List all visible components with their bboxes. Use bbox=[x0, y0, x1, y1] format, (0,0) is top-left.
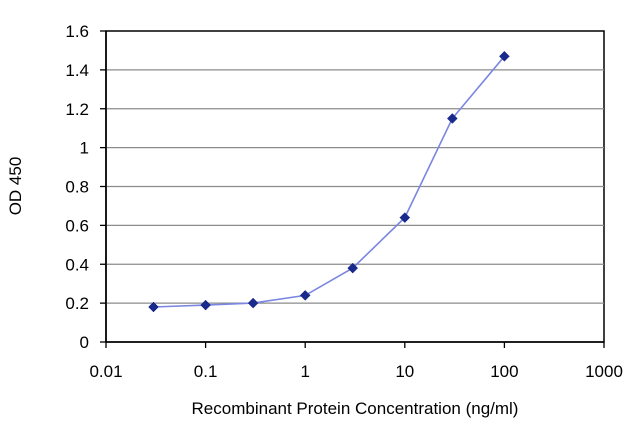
series-layer bbox=[148, 50, 510, 313]
series-line-0 bbox=[153, 55, 506, 308]
data-point-0 bbox=[148, 301, 159, 313]
y-tick-label-2: 0.4 bbox=[65, 255, 89, 274]
y-axis-title: OD 450 bbox=[6, 157, 25, 216]
data-point-2 bbox=[247, 297, 259, 309]
x-tick-label-2: 1 bbox=[300, 362, 309, 381]
x-tick-label-0: 0.01 bbox=[89, 362, 122, 381]
data-point-3 bbox=[299, 290, 311, 301]
data-point-5 bbox=[399, 212, 411, 223]
data-point-6 bbox=[446, 113, 458, 124]
data-point-1 bbox=[200, 299, 211, 311]
x-axis-title: Recombinant Protein Concentration (ng/ml… bbox=[192, 399, 519, 418]
y-tick-labels: 0 0.2 0.4 0.6 0.8 1 1.2 1.4 1.6 bbox=[65, 22, 89, 352]
x-tick-label-4: 100 bbox=[490, 362, 518, 381]
x-tick-label-5: 1000 bbox=[585, 362, 623, 381]
y-tick-label-7: 1.4 bbox=[65, 61, 89, 80]
y-tick-label-4: 0.8 bbox=[65, 178, 89, 197]
y-tick-label-3: 0.6 bbox=[65, 216, 89, 235]
y-tick-label-0: 0 bbox=[80, 333, 89, 352]
grid-lines bbox=[106, 69, 604, 304]
data-point-4 bbox=[347, 262, 359, 274]
data-point-7 bbox=[499, 50, 510, 62]
y-tick-label-5: 1 bbox=[80, 139, 89, 158]
x-tick-labels: 0.01 0.1 1 10 100 1000 bbox=[89, 362, 622, 381]
x-tick-label-1: 0.1 bbox=[194, 362, 218, 381]
y-tick-label-6: 1.2 bbox=[65, 100, 89, 119]
y-tick-label-8: 1.6 bbox=[65, 22, 89, 41]
y-tick-label-1: 0.2 bbox=[65, 294, 89, 313]
axes bbox=[100, 30, 605, 348]
x-tick-label-3: 10 bbox=[395, 362, 414, 381]
